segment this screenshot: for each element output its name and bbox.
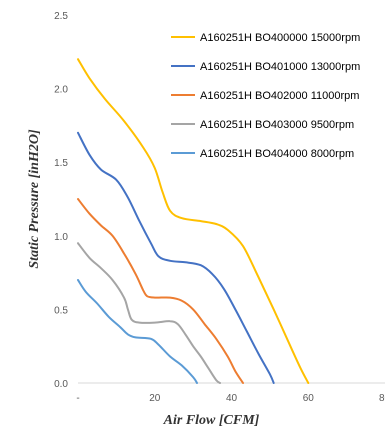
plot-area: 0.0 0.5 1.0 1.5 2.0 2.5 - 20 40 60 80 xyxy=(54,11,385,404)
series-line-5 xyxy=(77,279,198,384)
series-line-2 xyxy=(77,131,275,384)
x-tick-label: 80 xyxy=(379,393,385,404)
x-tick-label: - xyxy=(76,393,79,404)
legend-label: A160251H BO401000 13000rpm xyxy=(200,61,360,73)
legend-box xyxy=(162,21,382,167)
legend-label: A160251H BO400000 15000rpm xyxy=(200,32,360,44)
y-tick-label: 0.0 xyxy=(54,379,68,390)
y-tick-label: 1.5 xyxy=(54,158,68,169)
x-tick-label: 60 xyxy=(303,393,315,404)
y-axis-ticks: 0.0 0.5 1.0 1.5 2.0 2.5 xyxy=(54,11,68,390)
x-axis-ticks: - 20 40 60 80 xyxy=(76,393,385,404)
x-tick-label: 20 xyxy=(149,393,161,404)
legend-label: A160251H BO404000 8000rpm xyxy=(200,148,354,160)
series-line-3 xyxy=(77,198,244,384)
series-line-1 xyxy=(77,58,310,384)
series-lines xyxy=(77,58,310,384)
legend-label: A160251H BO402000 11000rpm xyxy=(200,90,359,102)
y-tick-label: 1.0 xyxy=(54,232,68,243)
series-line-4 xyxy=(77,242,221,384)
y-tick-label: 2.0 xyxy=(54,85,68,96)
y-tick-label: 2.5 xyxy=(54,11,68,22)
x-axis-title: Air Flow [CFM] xyxy=(163,413,260,428)
y-tick-label: 0.5 xyxy=(54,305,68,316)
x-tick-label: 40 xyxy=(226,393,238,404)
legend-label: A160251H BO403000 9500rpm xyxy=(200,119,354,131)
legend: A160251H BO400000 15000rpm A160251H BO401… xyxy=(162,21,382,167)
y-axis-title: Static Pressure [inH2O] xyxy=(27,129,42,269)
